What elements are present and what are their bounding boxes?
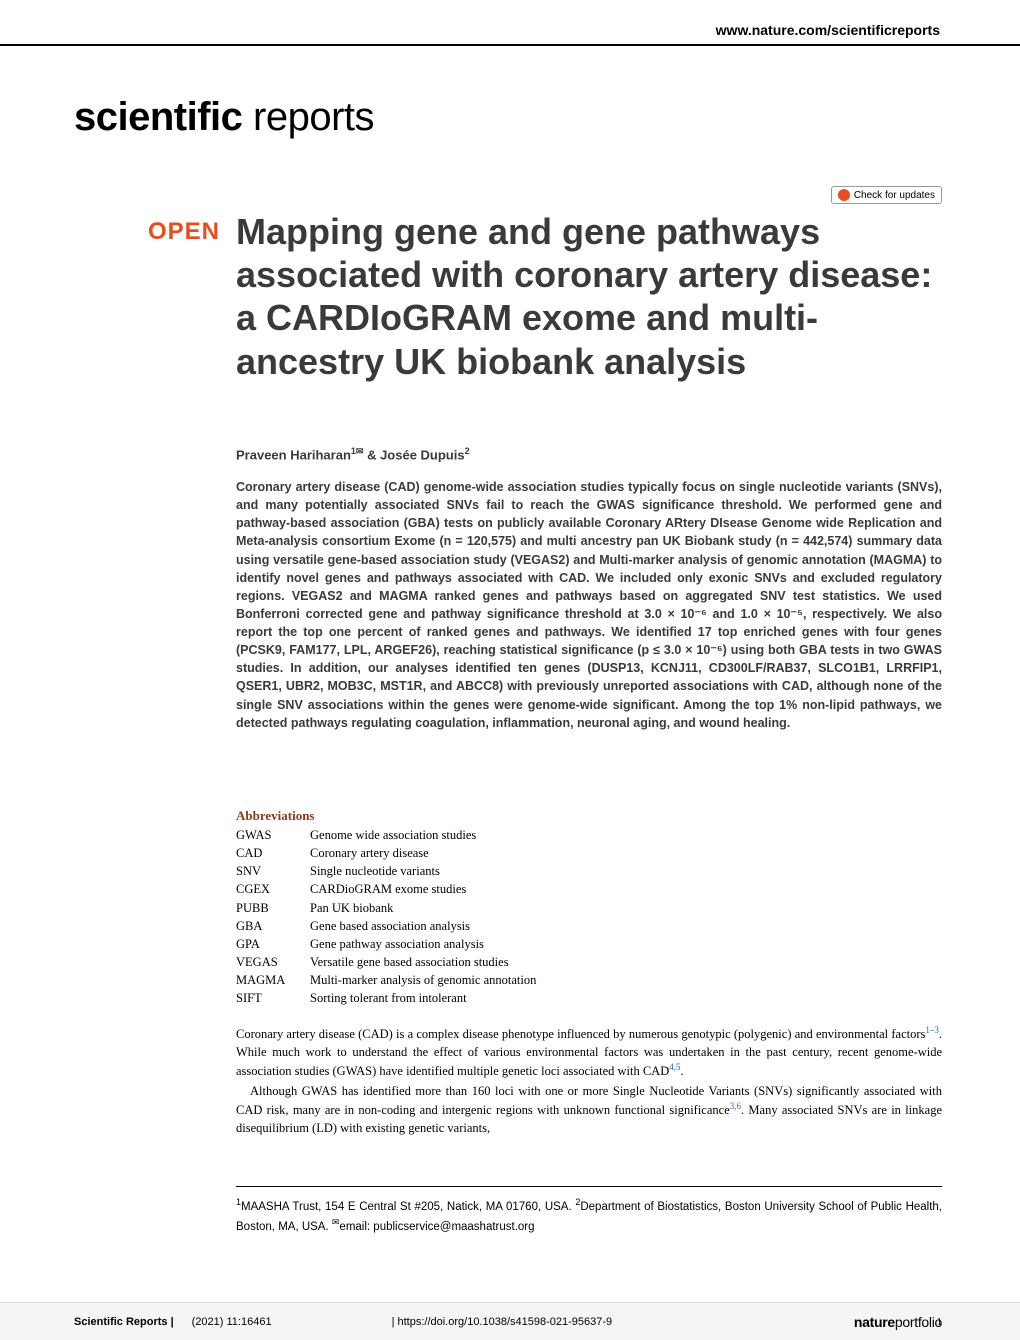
abbrev-value: CARDioGRAM exome studies: [310, 880, 466, 898]
abbrev-value: Genome wide association studies: [310, 826, 476, 844]
body-para-2: Although GWAS has identified more than 1…: [236, 1083, 942, 1138]
abbrev-key: CGEX: [236, 880, 310, 898]
abbrev-value: Gene pathway association analysis: [310, 935, 484, 953]
abbrev-value: Multi-marker analysis of genomic annotat…: [310, 971, 536, 989]
footer-bar: Scientific Reports | (2021) 11:16461 | h…: [0, 1302, 1020, 1340]
journal-logo-light: reports: [242, 95, 374, 139]
abbrev-row: CADCoronary artery disease: [236, 844, 536, 862]
footer-portfolio-bold: nature: [854, 1314, 895, 1330]
footer-citation: (2021) 11:16461: [192, 1316, 272, 1328]
abbrev-value: Single nucleotide variants: [310, 862, 440, 880]
abbreviations-heading: Abbreviations: [236, 808, 315, 824]
abstract-text: Coronary artery disease (CAD) genome-wid…: [236, 478, 942, 732]
crossmark-icon: [838, 189, 850, 201]
check-updates-label: Check for updates: [854, 190, 935, 201]
abbrev-value: Gene based association analysis: [310, 917, 470, 935]
article-title: Mapping gene and gene pathways associate…: [236, 210, 942, 383]
body-text: Coronary artery disease (CAD) is a compl…: [236, 1024, 942, 1139]
abbrev-key: MAGMA: [236, 971, 310, 989]
body-para-1: Coronary artery disease (CAD) is a compl…: [236, 1024, 942, 1081]
abbrev-row: CGEXCARDioGRAM exome studies: [236, 880, 536, 898]
page-number: 1: [937, 1316, 943, 1328]
abbrev-value: Sorting tolerant from intolerant: [310, 989, 467, 1007]
journal-url: www.nature.com/scientificreports: [716, 22, 940, 38]
journal-logo: scientific reports: [74, 95, 374, 140]
journal-logo-bold: scientific: [74, 95, 242, 139]
abbrev-row: MAGMAMulti-marker analysis of genomic an…: [236, 971, 536, 989]
abbrev-key: VEGAS: [236, 953, 310, 971]
footer-portfolio-light: portfolio: [895, 1314, 942, 1330]
affiliation-rule: [236, 1186, 942, 1187]
abbrev-key: GBA: [236, 917, 310, 935]
check-updates-button[interactable]: Check for updates: [831, 186, 942, 204]
abbrev-row: GWASGenome wide association studies: [236, 826, 536, 844]
abbrev-key: CAD: [236, 844, 310, 862]
abbreviations-table: GWASGenome wide association studiesCADCo…: [236, 826, 536, 1007]
abbrev-key: GPA: [236, 935, 310, 953]
abbrev-key: SNV: [236, 862, 310, 880]
header-rule: www.nature.com/scientificreports: [0, 0, 1020, 46]
abbrev-row: PUBBPan UK biobank: [236, 899, 536, 917]
footer-portfolio-logo: natureportfolio: [854, 1314, 942, 1330]
open-access-badge: OPEN: [148, 218, 220, 246]
footer-doi: | https://doi.org/10.1038/s41598-021-956…: [392, 1316, 613, 1328]
abbrev-row: SIFTSorting tolerant from intolerant: [236, 989, 536, 1007]
abbrev-value: Pan UK biobank: [310, 899, 393, 917]
authors-line: Praveen Hariharan1✉ & Josée Dupuis2: [236, 446, 470, 462]
abbrev-key: GWAS: [236, 826, 310, 844]
abbrev-key: SIFT: [236, 989, 310, 1007]
abbrev-key: PUBB: [236, 899, 310, 917]
abbrev-row: GBAGene based association analysis: [236, 917, 536, 935]
abbrev-row: VEGASVersatile gene based association st…: [236, 953, 536, 971]
abbrev-value: Coronary artery disease: [310, 844, 429, 862]
abbrev-value: Versatile gene based association studies: [310, 953, 509, 971]
footer-journal: Scientific Reports |: [74, 1316, 174, 1328]
affiliations-text: 1MAASHA Trust, 154 E Central St #205, Na…: [236, 1196, 942, 1235]
abbrev-row: GPAGene pathway association analysis: [236, 935, 536, 953]
abbrev-row: SNVSingle nucleotide variants: [236, 862, 536, 880]
